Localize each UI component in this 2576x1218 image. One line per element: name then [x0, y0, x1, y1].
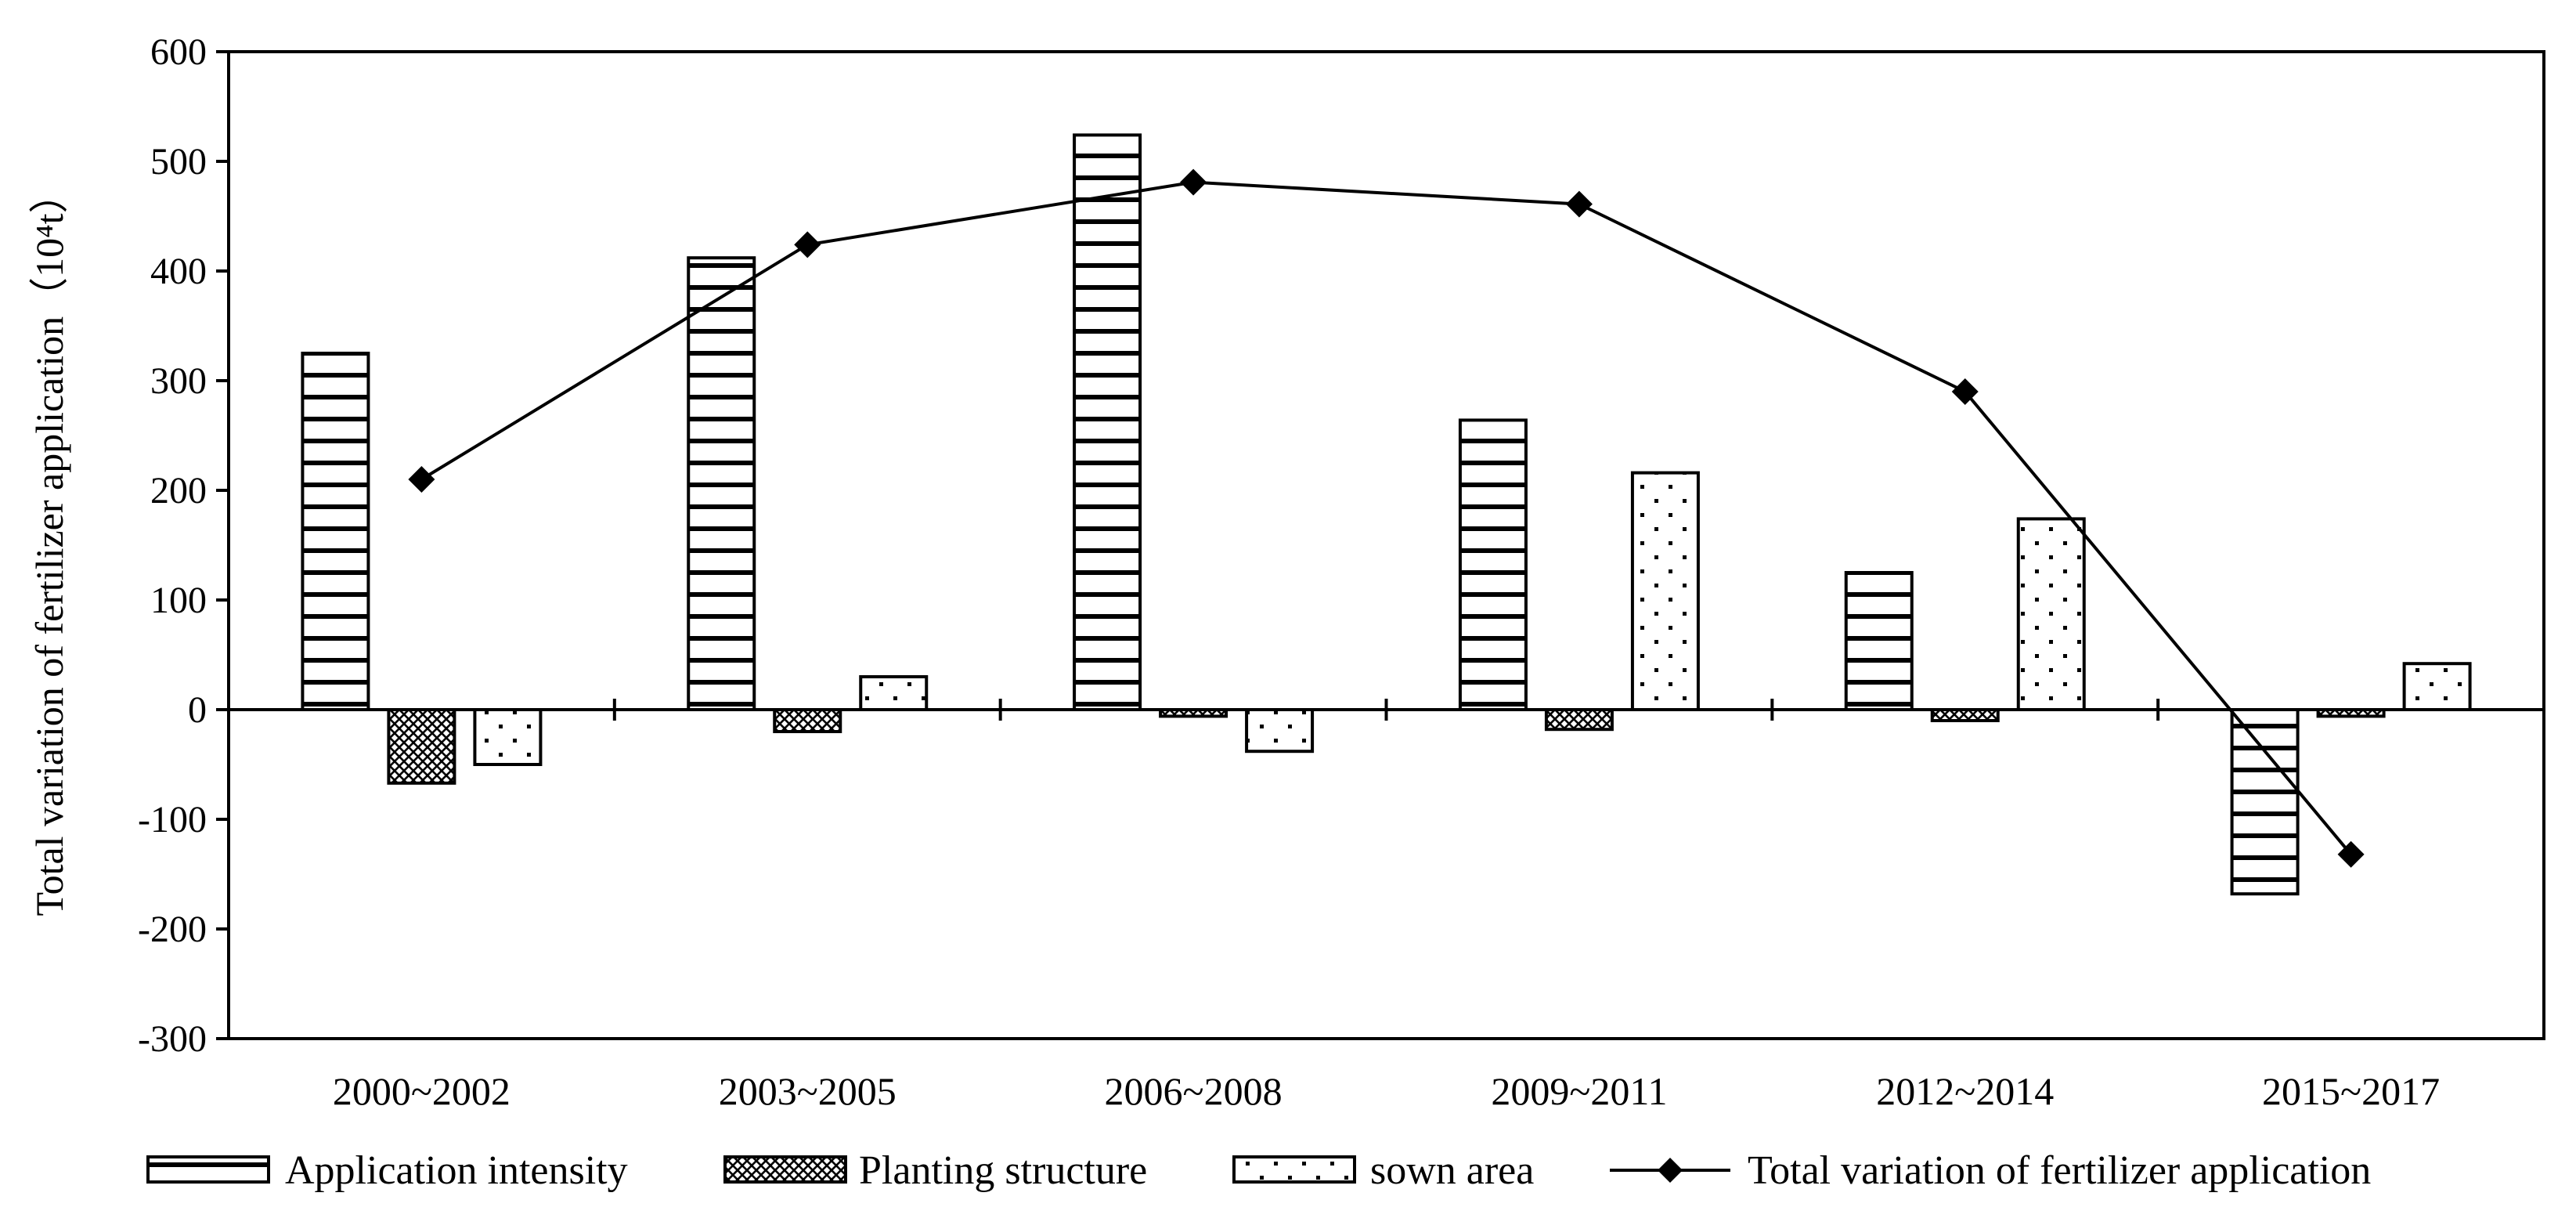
bar-sown-area-3 [1630, 471, 1700, 711]
bar-application-intensity-0 [301, 352, 370, 711]
line-point-5 [2337, 840, 2365, 868]
bar-application-intensity-4 [1844, 571, 1914, 711]
y-tick-label: -300 [138, 1018, 207, 1060]
y-tick-label: 100 [150, 580, 207, 621]
legend-swatch-planting-structure [723, 1155, 847, 1184]
bar-application-intensity-2 [1073, 133, 1142, 711]
x-tick-label: 2000~2002 [333, 1069, 511, 1113]
line-point-3 [1565, 190, 1593, 218]
legend-marker-total-variation [1658, 1158, 1683, 1183]
legend-label-total-variation: Total variation of fertilizer applicatio… [1748, 1148, 2371, 1193]
bar-sown-area-1 [859, 675, 929, 711]
y-tick-label: 0 [188, 689, 207, 731]
y-tick-label: -100 [138, 799, 207, 840]
bar-sown-area-2 [1245, 708, 1315, 754]
line-point-2 [1180, 168, 1207, 196]
line-total-variation-of-fertilizer-application [420, 180, 2353, 856]
x-tick-label: 2006~2008 [1105, 1069, 1283, 1113]
plot-area-frame [227, 50, 2545, 1040]
legend-swatch-application-intensity [146, 1155, 270, 1184]
bar-planting-structure-0 [387, 708, 456, 785]
bar-planting-structure-3 [1544, 708, 1614, 732]
legend-label-application-intensity: Application intensity [285, 1148, 628, 1193]
legend-label-planting-structure: Planting structure [859, 1148, 1147, 1193]
bar-application-intensity-5 [2230, 708, 2300, 896]
line-point-4 [1951, 378, 1979, 405]
x-axis: 2000~2002 2003~2005 2006~2008 2009~2011 2012… [333, 699, 2440, 1113]
x-tick-label: 2012~2014 [1876, 1069, 2054, 1113]
y-tick-label: 500 [150, 141, 207, 183]
x-tick-label: 2009~2011 [1491, 1069, 1667, 1113]
x-tick-label: 2015~2017 [2262, 1069, 2440, 1113]
bar-series-group [301, 133, 2472, 896]
y-tick-label: 300 [150, 360, 207, 402]
bar-sown-area-0 [473, 708, 543, 766]
y-tick-label: 600 [150, 31, 207, 73]
line-point-0 [408, 466, 435, 493]
y-tick-label: -200 [138, 909, 207, 950]
y-axis: 600 500 400 300 200 100 0 -100 -200 -300 [138, 31, 229, 1060]
bar-sown-area-5 [2402, 662, 2472, 712]
line-series-group [408, 168, 2365, 868]
line-point-1 [794, 231, 821, 258]
y-tick-label: 400 [150, 251, 207, 292]
legend: Application intensity Planting structure… [146, 1148, 2371, 1193]
bar-application-intensity-1 [687, 256, 756, 711]
x-tick-label: 2003~2005 [719, 1069, 897, 1113]
y-axis-title: Total variation of fertilizer applicatio… [27, 175, 71, 916]
bar-sown-area-4 [2016, 517, 2086, 712]
bar-application-intensity-3 [1458, 418, 1528, 712]
y-tick-label: 200 [150, 470, 207, 511]
bar-planting-structure-1 [773, 708, 842, 733]
bar-planting-structure-4 [1930, 708, 2000, 722]
legend-label-sown-area: sown area [1370, 1148, 1534, 1193]
legend-swatch-sown-area [1232, 1155, 1356, 1184]
